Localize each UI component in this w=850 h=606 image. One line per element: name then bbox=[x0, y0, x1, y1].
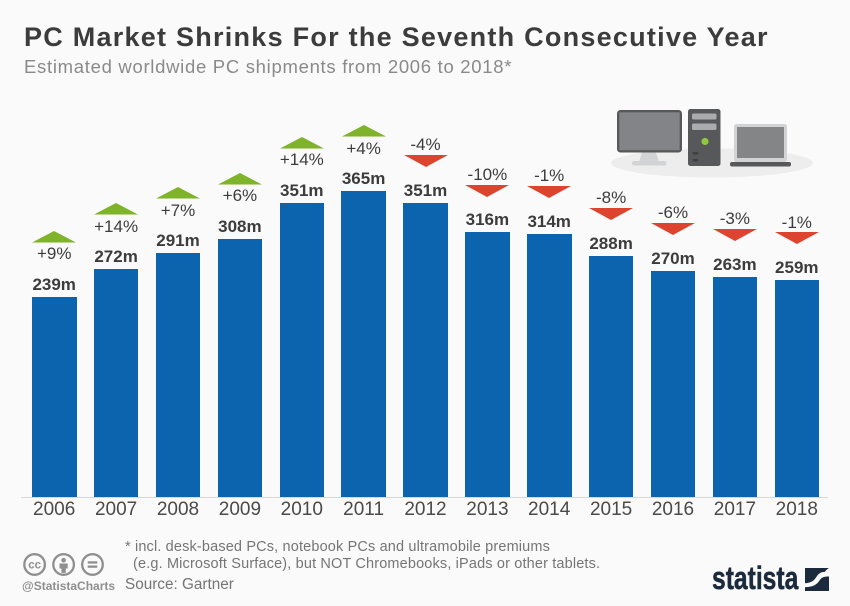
svg-text:cc: cc bbox=[28, 559, 41, 571]
